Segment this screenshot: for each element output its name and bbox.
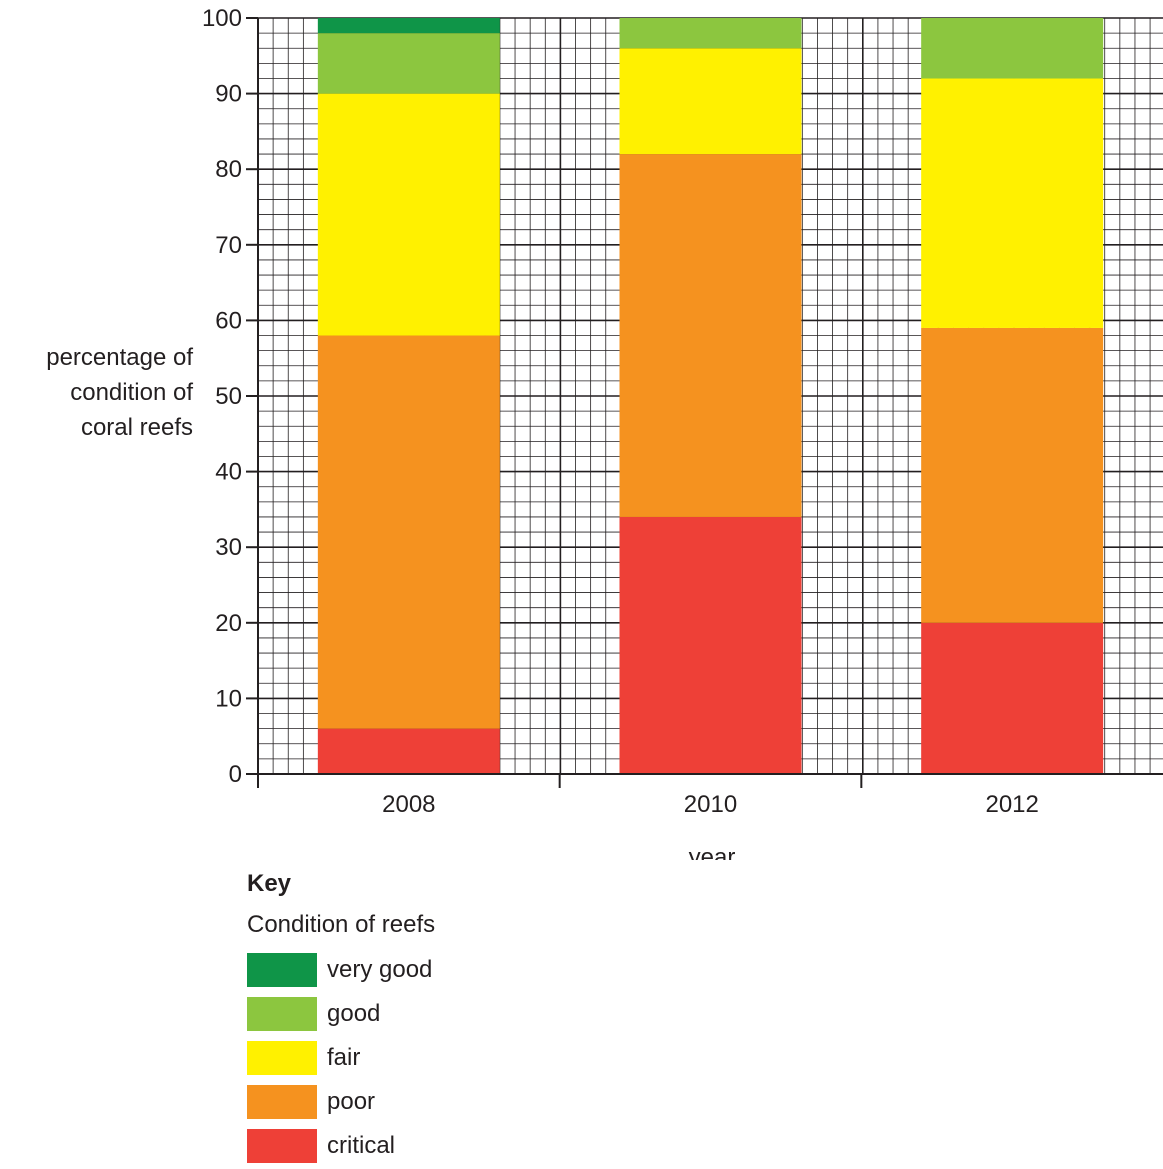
bar-segment-good-2012 (921, 18, 1104, 79)
y-tick-label: 60 (215, 307, 242, 334)
bar-segment-critical-2008 (317, 728, 500, 774)
y-tick-label: 10 (215, 685, 242, 712)
x-axis-label: year (689, 844, 736, 860)
bar-segment-critical-2012 (921, 622, 1104, 774)
y-tick-label: 100 (202, 5, 242, 32)
legend-label: poor (327, 1088, 376, 1115)
bar-segment-very-good-2008 (317, 18, 500, 34)
y-tick-label: 40 (215, 459, 242, 486)
x-tick-label: 2008 (382, 791, 435, 818)
bar-segment-fair-2012 (921, 78, 1104, 328)
y-tick-label: 70 (215, 232, 242, 259)
y-tick-label: 50 (215, 383, 242, 410)
legend-swatch (247, 997, 317, 1031)
legend-item: poor (247, 1080, 435, 1124)
legend-item: very good (247, 948, 435, 992)
y-tick-label: 90 (215, 81, 242, 108)
x-tick-label: 2010 (684, 791, 737, 818)
legend-label: good (327, 1000, 381, 1027)
bar-segment-fair-2008 (317, 93, 500, 336)
bar-segment-good-2008 (317, 33, 500, 94)
bar-segment-good-2010 (619, 18, 802, 49)
legend-swatch (247, 1085, 317, 1119)
bar-segment-fair-2010 (619, 48, 802, 155)
legend-title: Key (247, 870, 292, 897)
legend: Key Condition of reefs very good good fair… (247, 868, 435, 1168)
legend-swatch (247, 1129, 317, 1163)
y-tick-label: 20 (215, 610, 242, 637)
legend-item: good (247, 992, 435, 1036)
y-axis-label: percentage of condition of coral reefs (46, 344, 193, 441)
legend-label: critical (327, 1132, 396, 1159)
legend-swatch (247, 1041, 317, 1075)
legend-label: very good (327, 956, 433, 983)
y-tick-label: 80 (215, 156, 242, 183)
y-tick-label: 0 (229, 761, 242, 788)
bar-segment-poor-2012 (921, 327, 1104, 623)
legend-items: very good good fair poor critical (247, 948, 435, 1168)
stacked-bar-chart: 0 10 20 30 40 50 60 70 80 90 100 2008 2010 2012 year (202, 5, 1163, 860)
legend-item: fair (247, 1036, 435, 1080)
bars (317, 18, 1104, 774)
y-tick-label: 30 (215, 534, 242, 561)
bar-segment-poor-2008 (317, 335, 500, 729)
legend-subtitle: Condition of reefs (247, 911, 436, 938)
bar-segment-poor-2010 (619, 154, 802, 517)
bar-segment-critical-2010 (619, 516, 802, 774)
legend-swatch (247, 953, 317, 987)
legend-item: critical (247, 1124, 435, 1168)
legend-label: fair (327, 1044, 361, 1071)
axes: 0 10 20 30 40 50 60 70 80 90 100 2008 2010 2012 (202, 5, 1163, 818)
x-tick-label: 2012 (985, 791, 1038, 818)
